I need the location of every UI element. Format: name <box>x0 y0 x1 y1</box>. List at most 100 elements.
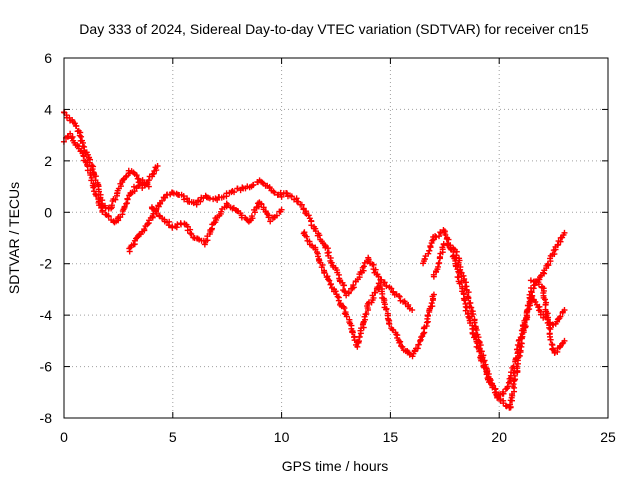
data-point-track-d <box>258 201 265 208</box>
data-point-track-e <box>381 279 388 286</box>
data-point-track-h <box>510 363 517 370</box>
x-axis-label: GPS time / hours <box>282 458 389 474</box>
y-tick-label: -8 <box>40 410 53 426</box>
data-point-track-e <box>388 285 395 292</box>
data-point-track-b <box>99 208 106 215</box>
data-point-track-e <box>383 283 390 290</box>
data-point-track-h <box>525 302 532 309</box>
data-point-track-g <box>544 261 551 268</box>
data-point-track-h <box>487 377 494 384</box>
data-point-track-c <box>239 184 246 191</box>
data-point-track-f <box>418 334 425 341</box>
data-point-track-h <box>479 354 486 361</box>
data-point-track-h <box>518 334 525 341</box>
data-point-track-d <box>150 205 157 212</box>
data-point-track-f <box>356 333 363 340</box>
data-point-track-h <box>504 383 511 390</box>
data-point-track-c <box>231 189 238 196</box>
data-point-track-e <box>342 288 349 295</box>
x-tick-labels: 0 5 10 15 20 25 <box>60 429 616 445</box>
data-point-track-i <box>547 336 554 343</box>
data-point-track-e <box>350 282 357 289</box>
data-point-track-f <box>318 264 325 271</box>
data-point-track-f <box>415 341 422 348</box>
data-point-track-e <box>375 273 382 280</box>
data-point-track-c <box>206 195 213 202</box>
data-point-track-g <box>507 401 514 408</box>
data-point-track-f <box>396 339 403 346</box>
data-point-track-f <box>303 233 310 240</box>
data-point-track-c <box>271 189 278 196</box>
data-point-track-f <box>371 289 378 296</box>
data-point-track-f <box>328 281 335 288</box>
data-point-track-b <box>135 183 142 190</box>
data-point-track-f <box>389 326 396 333</box>
y-tick-label: 4 <box>44 101 52 117</box>
data-point-track-b <box>67 130 74 137</box>
data-points <box>60 109 568 411</box>
data-point-track-h <box>478 348 485 355</box>
data-point-track-f <box>343 313 350 320</box>
data-point-track-h <box>518 327 525 334</box>
data-point-track-h <box>482 361 489 368</box>
data-point-track-f <box>349 329 356 336</box>
data-point-track-g <box>421 255 428 262</box>
data-point-track-a <box>154 163 161 169</box>
y-tick-label: 6 <box>44 50 52 66</box>
x-tick-label: 20 <box>491 429 507 445</box>
data-point-track-e <box>360 263 367 270</box>
data-point-track-h <box>462 283 469 290</box>
data-point-track-f <box>332 288 339 295</box>
data-point-track-f <box>386 321 393 328</box>
y-tick-label: 0 <box>44 204 52 220</box>
data-point-track-e <box>372 266 379 273</box>
data-point-track-b <box>105 213 112 220</box>
data-point-track-f <box>424 312 431 319</box>
x-tick-label: 15 <box>383 429 399 445</box>
data-point-track-c <box>184 195 191 202</box>
data-point-track-c <box>141 226 148 233</box>
data-point-track-h <box>513 346 520 353</box>
data-point-track-d <box>188 231 195 238</box>
data-point-track-f <box>334 293 341 300</box>
data-point-track-h <box>510 369 517 376</box>
y-tick-label: -2 <box>40 256 53 272</box>
plot-frame <box>63 57 609 419</box>
data-point-track-d <box>165 222 172 229</box>
data-point-track-g <box>461 297 468 304</box>
x-tick-label: 5 <box>169 429 177 445</box>
data-point-track-a <box>76 132 83 139</box>
data-point-track-f <box>326 277 333 284</box>
data-point-track-g <box>530 285 537 292</box>
data-point-track-e <box>341 282 348 289</box>
data-point-track-h <box>557 313 564 320</box>
y-axis-label: SDTVAR / TECUs <box>6 182 22 294</box>
y-tick-label: 2 <box>44 153 52 169</box>
data-point-track-h <box>526 306 533 313</box>
data-point-track-d <box>201 241 208 248</box>
data-point-track-g <box>425 250 432 257</box>
data-point-track-d <box>248 213 255 220</box>
chart-title: Day 333 of 2024, Sidereal Day-to-day VTE… <box>79 21 589 37</box>
data-point-track-f <box>399 343 406 350</box>
data-point-track-b <box>124 195 131 202</box>
data-point-track-d <box>218 208 225 215</box>
x-tick-label: 25 <box>600 429 616 445</box>
data-point-track-e <box>298 201 305 208</box>
data-point-track-e <box>288 193 295 200</box>
y-tick-label: -4 <box>40 307 53 323</box>
data-point-track-h <box>468 313 475 320</box>
data-point-track-g <box>433 234 440 241</box>
data-point-track-e <box>345 289 352 296</box>
data-point-track-f <box>420 330 427 337</box>
data-point-track-f <box>383 306 390 313</box>
data-point-track-e <box>316 232 323 239</box>
data-point-track-f <box>428 300 435 307</box>
data-point-track-h <box>561 307 568 313</box>
data-point-track-c <box>278 193 285 200</box>
data-point-track-h <box>465 289 472 296</box>
data-point-track-g <box>436 233 443 240</box>
data-point-track-c <box>197 198 204 205</box>
data-point-track-h <box>477 342 484 349</box>
